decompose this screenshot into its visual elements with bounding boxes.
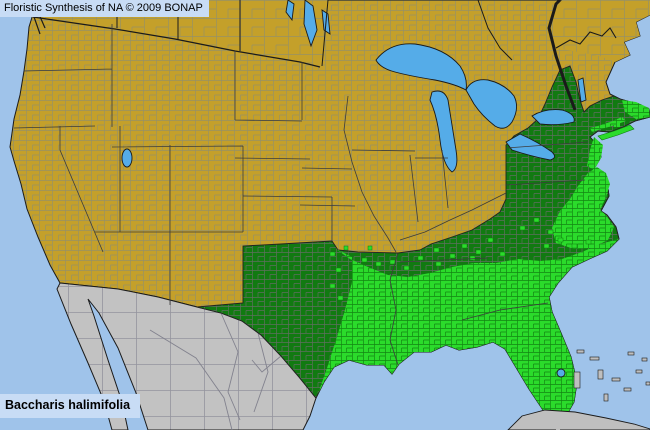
map-title: Floristic Synthesis of NA © 2009 BONAP — [4, 2, 203, 14]
scattered-bright-counties — [329, 217, 592, 301]
bahamas — [573, 349, 650, 402]
county-present-coastal-strips — [552, 100, 650, 249]
great-salt-lake — [121, 148, 133, 168]
map-title-box: Floristic Synthesis of NA © 2009 BONAP — [0, 0, 209, 17]
county-present-region — [318, 239, 619, 425]
species-label-box: Baccharis halimifolia — [0, 394, 141, 418]
lake-champlain — [577, 77, 587, 103]
lake-michigan — [429, 90, 458, 173]
florida-keys — [548, 424, 570, 430]
long-island — [597, 124, 635, 141]
cuba — [507, 409, 650, 430]
species-name: Baccharis halimifolia — [5, 398, 131, 412]
lake-winnipeg — [303, 0, 318, 48]
lake-erie — [505, 133, 555, 161]
us-state-borders — [13, 24, 589, 366]
lake-manitoba — [285, 0, 295, 22]
mexico-state-borders — [149, 312, 282, 430]
islands-group — [507, 349, 650, 430]
lake-ontario — [531, 109, 575, 126]
lake-okeechobee — [556, 368, 566, 378]
lake-huron — [465, 79, 517, 129]
